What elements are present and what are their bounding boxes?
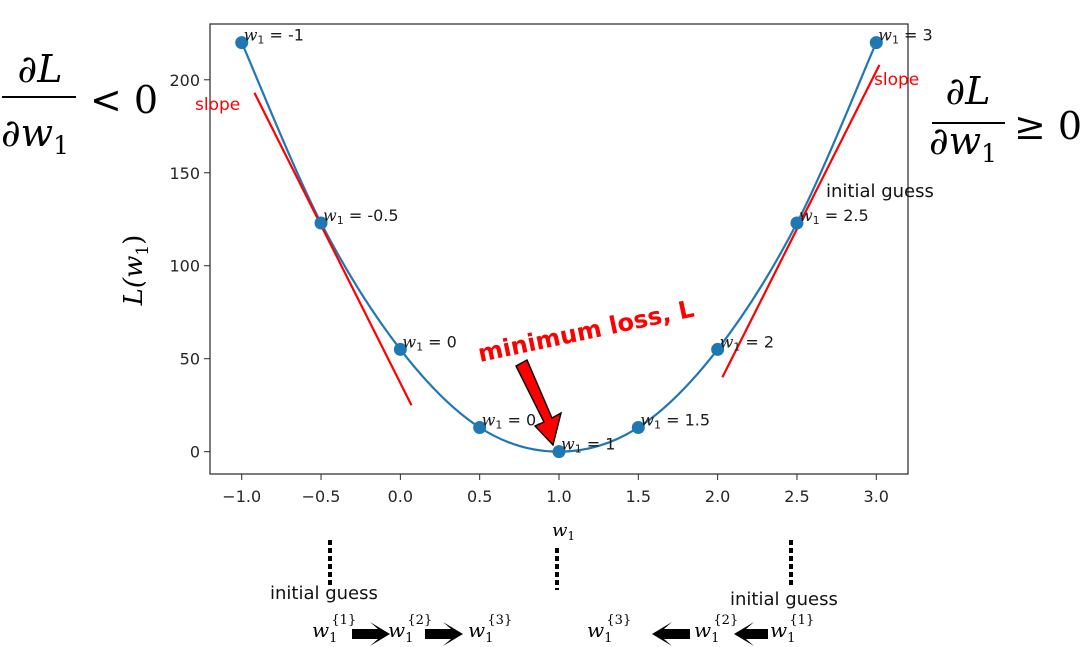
- svg-text:∂w1: ∂w1: [1, 111, 69, 160]
- data-point: [314, 216, 328, 230]
- min-loss-arrow: [515, 359, 563, 447]
- initial-guess-label-top-right: initial guess: [826, 181, 934, 202]
- point-label: w1 = 1.5: [640, 411, 710, 432]
- x-tick-label: 0.5: [467, 487, 492, 506]
- y-tick-label: 0: [190, 443, 200, 462]
- svg-text:≥ 0: ≥ 0: [1014, 104, 1082, 148]
- point-label: w1 = 1: [561, 435, 615, 456]
- data-point: [711, 342, 725, 356]
- seq-right-item-2: w1{2}: [694, 613, 738, 646]
- point-label: w1 = -0.5: [323, 206, 399, 227]
- data-point: [869, 36, 883, 50]
- x-tick-label: 3.0: [864, 487, 889, 506]
- x-tick-label: 1.0: [546, 487, 571, 506]
- x-tick-label: 1.5: [626, 487, 651, 506]
- sequence-left: w1{1} w1{2} w1{3}: [312, 613, 512, 646]
- initial-guess-label-right: initial guess: [730, 589, 838, 610]
- derivative-right: ∂L ∂w1 ≥ 0: [929, 69, 1082, 168]
- y-axis-label: L(w1): [119, 235, 153, 307]
- seq-left-item-3: w1{3}: [468, 613, 512, 646]
- plot-area: [209, 23, 909, 475]
- derivative-left: ∂L ∂w1 < 0: [1, 47, 158, 160]
- x-tick-label: 2.0: [705, 487, 730, 506]
- axis-ticks: −1.0 −0.5 0.0 0.5 1.0 1.5 2.0 2.5 3.0 0 50 100 150 20…: [169, 71, 889, 506]
- x-tick-label: 0.0: [388, 487, 413, 506]
- slope-line-left: [253, 92, 413, 406]
- seq-arrow-right-2: [425, 622, 463, 646]
- seq-right-item-3: w1{3}: [587, 613, 631, 646]
- initial-guess-label-left: initial guess: [270, 583, 378, 604]
- x-tick-label: −1.0: [222, 487, 261, 506]
- x-tick-label: −0.5: [302, 487, 341, 506]
- seq-right-item-1: w1{1}: [770, 613, 814, 646]
- seq-left-item-1: w1{1}: [312, 613, 356, 646]
- seq-left-item-2: w1{2}: [388, 613, 432, 646]
- slope-label-right: slope: [874, 70, 919, 90]
- y-tick-label: 100: [169, 257, 200, 276]
- data-point: [235, 36, 249, 50]
- sequence-right: w1{3} w1{2} w1{1}: [587, 613, 814, 646]
- data-point: [473, 421, 487, 435]
- point-label: w1 = 0: [402, 332, 456, 353]
- point-label: w1 = -1: [244, 26, 304, 47]
- seq-arrow-left-1: [652, 622, 690, 646]
- data-point: [393, 342, 407, 356]
- svg-text:∂L: ∂L: [18, 47, 63, 91]
- seq-arrow-left-2: [734, 622, 768, 646]
- seq-arrow-right-1: [352, 622, 390, 646]
- data-point: [790, 216, 804, 230]
- data-point: [552, 445, 566, 459]
- x-tick-label: 2.5: [784, 487, 809, 506]
- y-tick-label: 150: [169, 164, 200, 183]
- svg-text:∂L: ∂L: [946, 69, 991, 113]
- point-label: w1 = 2.5: [799, 206, 869, 227]
- point-label: w1 = 3: [878, 26, 932, 47]
- svg-text:∂w1: ∂w1: [929, 119, 997, 168]
- slope-label-left: slope: [195, 95, 240, 115]
- svg-text:< 0: < 0: [90, 78, 158, 122]
- point-label: w1 = 2: [720, 332, 774, 353]
- y-tick-label: 50: [180, 350, 200, 369]
- y-tick-label: 200: [169, 71, 200, 90]
- data-point: [631, 421, 645, 435]
- x-axis-label: w1: [552, 520, 575, 543]
